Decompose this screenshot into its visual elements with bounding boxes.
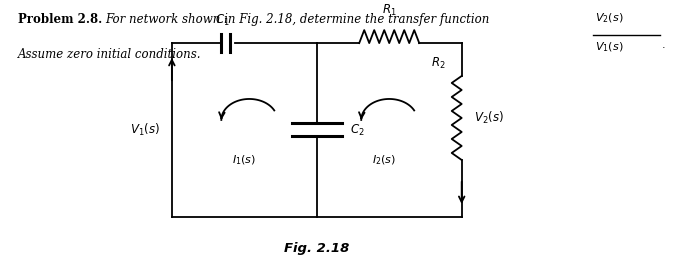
Text: $I_2(s)$: $I_2(s)$ [372,153,396,167]
Text: $V_2(s)$: $V_2(s)$ [474,110,503,126]
Text: For network shown in Fig. 2.18, determine the transfer function: For network shown in Fig. 2.18, determin… [105,13,489,26]
Text: $C_1$: $C_1$ [216,13,230,28]
Text: .: . [662,40,666,50]
Text: Assume zero initial conditions.: Assume zero initial conditions. [18,48,202,61]
Text: $I_1(s)$: $I_1(s)$ [233,153,256,167]
Text: $V_1(s)$: $V_1(s)$ [595,40,623,54]
Text: $C_2$: $C_2$ [350,122,365,138]
Text: $R_2$: $R_2$ [431,56,446,71]
Text: $V_2(s)$: $V_2(s)$ [595,11,623,24]
Text: $V_1(s)$: $V_1(s)$ [130,122,160,138]
Text: $R_1$: $R_1$ [382,3,396,18]
Text: Fig. 2.18: Fig. 2.18 [284,242,349,255]
Text: Problem 2.8.: Problem 2.8. [18,13,102,26]
